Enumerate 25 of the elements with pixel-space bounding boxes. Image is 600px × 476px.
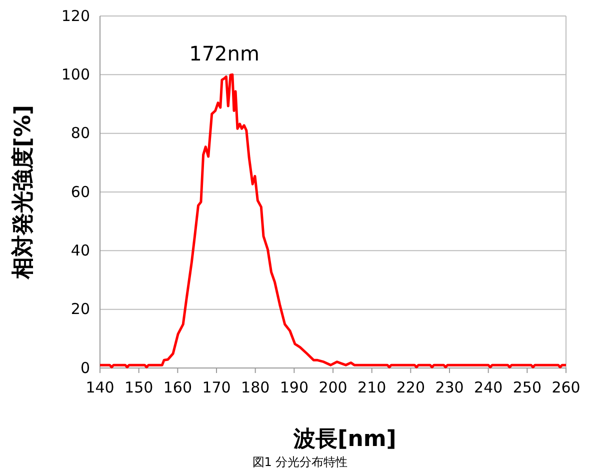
x-axis-title: 波長[nm] bbox=[292, 427, 396, 452]
x-tick-label: 180 bbox=[241, 378, 270, 396]
y-tick-label: 20 bbox=[70, 300, 90, 318]
x-tick-label: 170 bbox=[202, 378, 231, 396]
y-tick-label: 60 bbox=[70, 182, 90, 201]
x-tick-label: 260 bbox=[552, 378, 580, 396]
x-tick-label: 230 bbox=[435, 378, 464, 396]
x-tick-label: 190 bbox=[280, 378, 308, 396]
x-tick-label: 250 bbox=[512, 378, 542, 396]
x-tick-label: 210 bbox=[358, 378, 386, 396]
y-tick-label: 120 bbox=[61, 6, 90, 25]
x-tick-label: 240 bbox=[474, 378, 503, 396]
x-tick-label: 150 bbox=[124, 378, 154, 396]
line-series bbox=[98, 73, 568, 368]
x-tick-label: 200 bbox=[318, 378, 348, 396]
x-tick-label: 220 bbox=[396, 378, 425, 396]
x-tick-label: 140 bbox=[86, 378, 114, 396]
x-tick-label: 160 bbox=[163, 378, 192, 396]
caption: 図1 分光分布特性 bbox=[252, 455, 348, 469]
y-tick-label: 0 bbox=[80, 358, 90, 377]
annotation: 172nm bbox=[189, 42, 260, 66]
y-tick-label: 100 bbox=[61, 65, 90, 84]
y-axis-title: 相対発光強度[%] bbox=[10, 104, 36, 280]
y-tick-label: 40 bbox=[70, 241, 90, 260]
y-tick-label: 80 bbox=[70, 124, 90, 142]
